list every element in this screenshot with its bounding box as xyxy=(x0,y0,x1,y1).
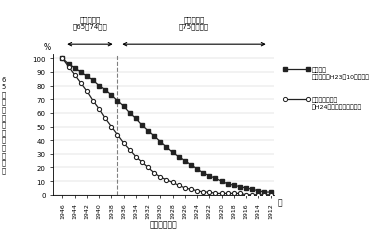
Text: %: % xyxy=(43,43,51,52)
Text: 後期高齢者
（75歳以上）: 後期高齢者 （75歳以上） xyxy=(179,16,209,30)
X-axis label: 生年（西暦）: 生年（西暦） xyxy=(149,220,177,229)
Text: 療育手帳所持者
（H24年市町村悉皆調査）: 療育手帳所持者 （H24年市町村悉皆調査） xyxy=(312,98,362,110)
Text: 一般統計
（人口推計H23年10月時点）: 一般統計 （人口推計H23年10月時点） xyxy=(312,68,370,80)
Text: 6
5
歳
以
上
人
口
に
占
め
る
割
合: 6 5 歳 以 上 人 口 に 占 め る 割 合 xyxy=(2,77,6,173)
Text: 前期高齢者
（65～74歳）: 前期高齢者 （65～74歳） xyxy=(73,16,107,30)
Text: 年: 年 xyxy=(278,198,282,207)
